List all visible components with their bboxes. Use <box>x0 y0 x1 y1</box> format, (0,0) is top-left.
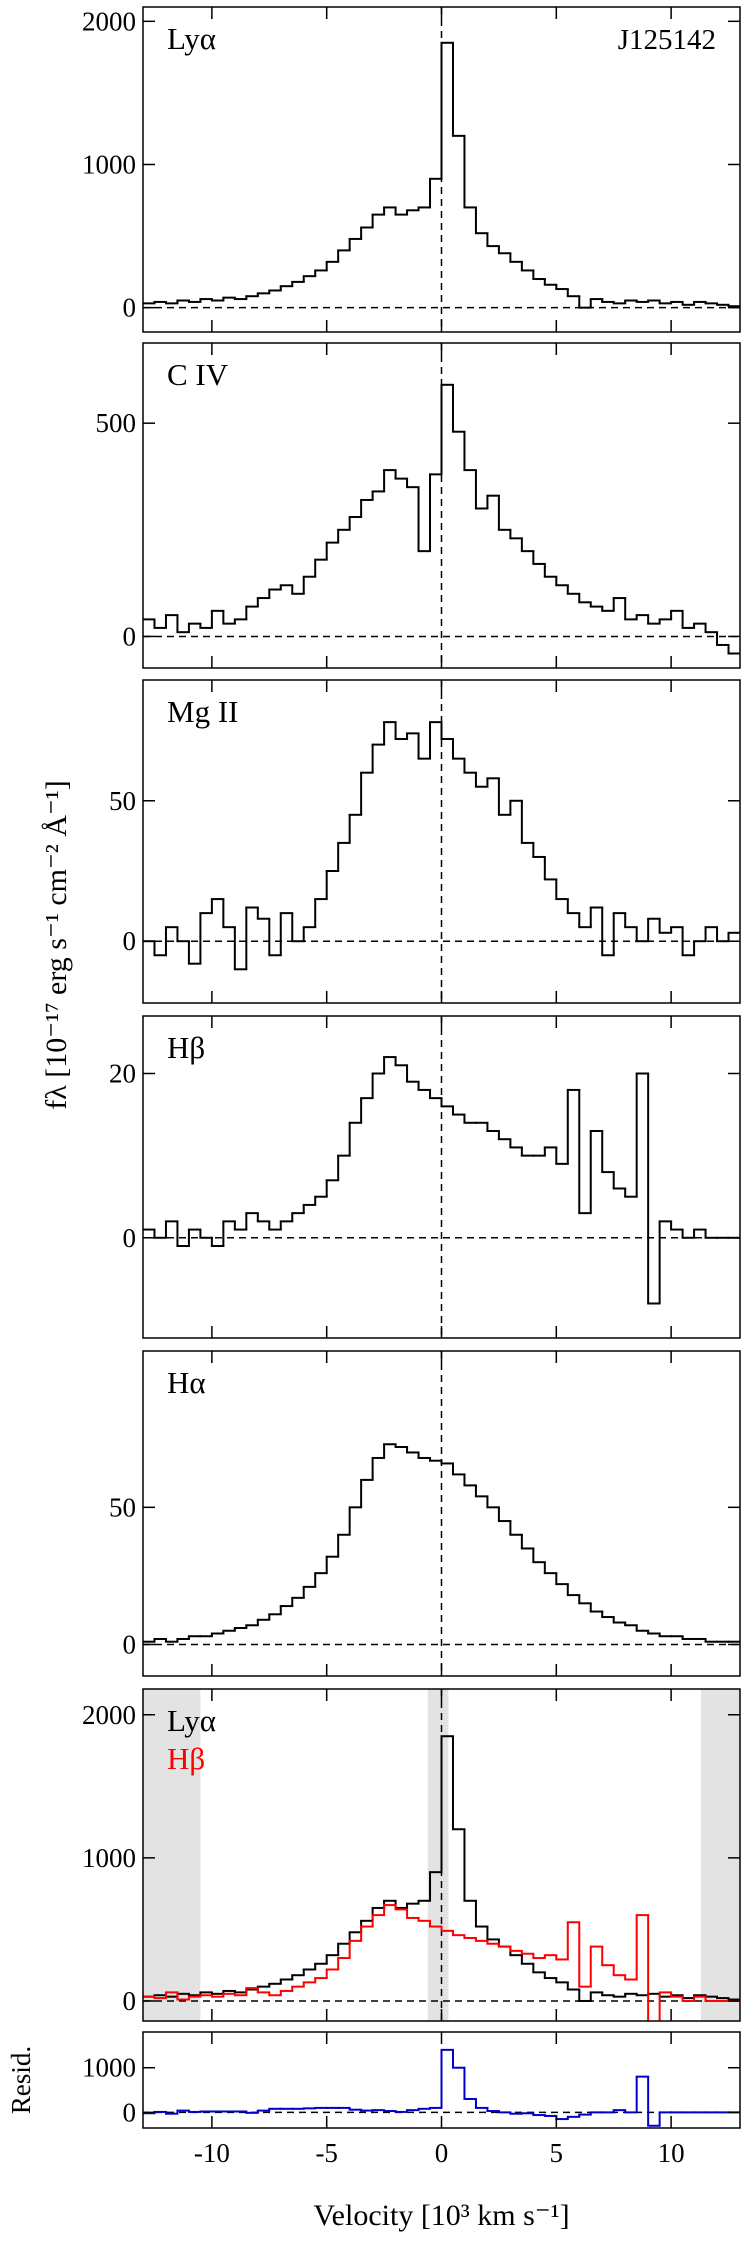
x-tick-label: -10 <box>194 2138 230 2168</box>
y-tick-label: 20 <box>109 1059 136 1089</box>
shaded-region <box>143 1689 201 2021</box>
panel-label: Mg II <box>167 694 238 729</box>
y-axis-label: fλ [10⁻¹⁷ erg s⁻¹ cm⁻² Å⁻¹] <box>40 780 73 1110</box>
y-tick-label: 2000 <box>82 6 136 36</box>
y-tick-label: 0 <box>123 621 137 651</box>
y-tick-label: 0 <box>123 1629 137 1659</box>
y-tick-label: 50 <box>109 786 136 816</box>
y-tick-label: 500 <box>96 408 137 438</box>
panel <box>143 1351 740 1676</box>
y-tick-label: 0 <box>123 1223 137 1253</box>
panel <box>143 2048 740 2127</box>
panel <box>143 680 740 1003</box>
panel <box>143 7 740 332</box>
legend-entry: Hβ <box>167 1741 205 1776</box>
panel-label: C IV <box>167 357 229 392</box>
panel <box>143 343 740 668</box>
x-axis-label: Velocity [10³ km s⁻¹] <box>313 2199 569 2232</box>
panel-label: Hα <box>167 1365 206 1400</box>
panel <box>143 1016 740 1338</box>
y-tick-label: 0 <box>123 293 137 323</box>
y-tick-label: 1000 <box>82 1843 136 1873</box>
shaded-region <box>427 1689 449 2021</box>
y-tick-label: 2000 <box>82 1700 136 1730</box>
shaded-region <box>700 1689 740 2021</box>
y-axis-label: Resid. <box>6 2046 36 2114</box>
y-tick-label: 0 <box>123 926 137 956</box>
legend-entry: Lyα <box>167 1703 216 1738</box>
panel-label: Hβ <box>167 1030 205 1065</box>
x-tick-label: 0 <box>435 2138 449 2168</box>
y-tick-label: 0 <box>123 2097 137 2127</box>
x-tick-label: 10 <box>658 2138 685 2168</box>
object-name: J125142 <box>618 24 716 56</box>
x-tick-label: 5 <box>550 2138 564 2168</box>
y-tick-label: 50 <box>109 1492 136 1522</box>
panel-label: Lyα <box>167 21 216 56</box>
y-tick-label: 0 <box>123 1986 137 2016</box>
y-tick-label: 1000 <box>82 2053 136 2083</box>
x-tick-label: -5 <box>315 2138 338 2168</box>
y-tick-label: 1000 <box>82 149 136 179</box>
panel <box>143 1689 740 2021</box>
